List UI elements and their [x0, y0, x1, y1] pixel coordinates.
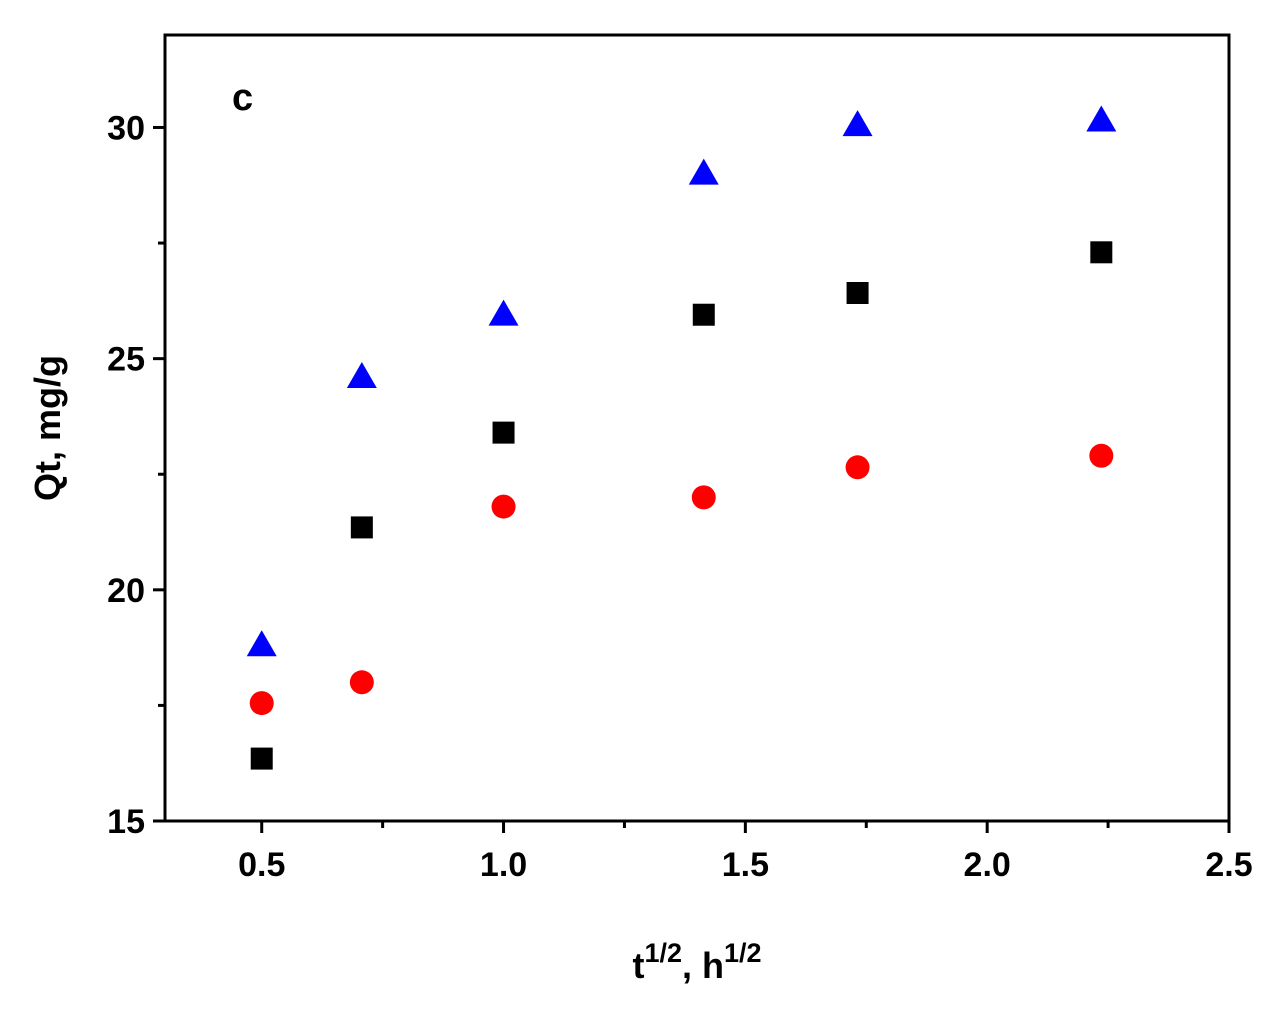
y-tick-label: 25 — [107, 341, 145, 379]
x-axis-title-sup2: 1/2 — [724, 938, 762, 968]
y-tick-label: 20 — [107, 572, 145, 610]
x-axis-tick-labels: 0.5 1.0 1.5 2.0 2.5 — [238, 846, 1253, 884]
x-axis-title-base: t — [632, 945, 644, 986]
x-axis-ticks — [260, 821, 1231, 833]
triangle-marker — [246, 630, 277, 657]
x-axis-title-mid: , h — [682, 945, 724, 986]
panel-label: c — [232, 77, 253, 119]
triangle-marker — [688, 158, 719, 185]
x-tick-label: 2.5 — [1205, 846, 1252, 884]
y-axis-ticks — [153, 125, 165, 823]
square-marker — [492, 421, 515, 444]
y-tick-label: 15 — [107, 803, 145, 841]
plot-area-frame — [163, 33, 1231, 823]
triangle-marker — [488, 299, 519, 326]
circle-marker — [691, 485, 716, 510]
triangle-marker — [842, 110, 873, 137]
y-tick-label: 30 — [107, 109, 145, 147]
x-tick-label: 1.5 — [722, 846, 769, 884]
circle-marker — [845, 455, 870, 480]
x-tick-label: 1.0 — [480, 846, 527, 884]
square-marker — [350, 516, 373, 539]
square-marker — [692, 303, 715, 326]
square-marker — [1090, 241, 1113, 264]
data-markers — [246, 105, 1117, 770]
x-tick-label: 0.5 — [238, 846, 285, 884]
circle-marker — [249, 691, 274, 716]
circle-marker — [491, 494, 516, 519]
square-marker — [250, 747, 273, 770]
circle-marker — [1089, 443, 1114, 468]
y-axis-tick-labels: 15 20 25 30 — [107, 109, 145, 841]
x-tick-label: 2.0 — [964, 846, 1011, 884]
triangle-marker — [346, 362, 377, 389]
triangle-marker — [1086, 105, 1117, 132]
x-axis-title: t1/2, h1/2 — [632, 938, 761, 986]
y-axis-title: Qt, mg/g — [27, 355, 68, 501]
x-axis-title-sup1: 1/2 — [644, 938, 682, 968]
circle-marker — [349, 670, 374, 695]
square-marker — [846, 281, 869, 304]
